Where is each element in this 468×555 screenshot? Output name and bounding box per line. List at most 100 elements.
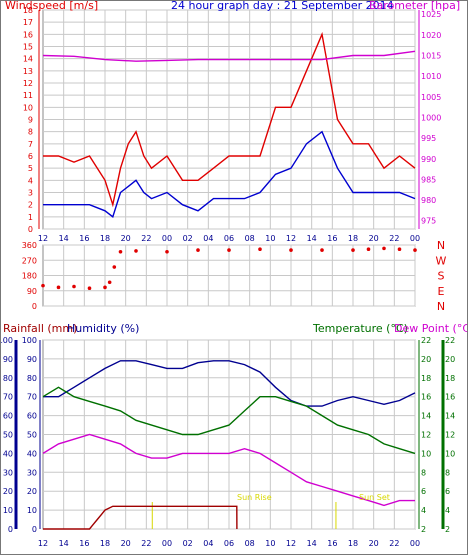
temperature-y-tick: 22 [421,336,431,345]
barometer-y-tick: 985 [421,175,436,184]
dewpoint-y-tick: 22 [445,336,455,345]
direction-y-tick: 360 [22,241,37,250]
rainfall-y-tick: 80 [3,374,13,383]
temperature-line [42,386,416,455]
rain-x-tick: 16 [79,539,89,548]
compass-letter: W [436,254,447,267]
sun-rise-label: Sun Rise [237,493,272,502]
humidity-y-tick: 0 [32,525,37,534]
humidity-y-tick: 60 [27,412,37,421]
humidity-y-tick: 90 [27,355,37,364]
wind-x-tick: 18 [348,234,358,243]
dewpoint-y-tick: 16 [445,393,455,402]
rain-x-tick: 00 [162,539,172,548]
barometer-y-tick: 1005 [421,93,441,102]
humidity-y-tick: 40 [27,449,37,458]
wind-y-tick: 6 [28,152,33,161]
barometer-y-tick: 1015 [421,51,441,60]
rainfall-y-tick: 60 [3,412,13,421]
direction-point [413,248,417,252]
temperature-y-tick: 18 [421,374,431,383]
barometer-y-tick: 1025 [421,10,441,19]
sun-set-label: Sun Set [359,493,390,502]
windspeed-axis-label: Windspeed [m/s] [5,1,98,12]
rain-x-tick: 18 [100,539,110,548]
wind-y-tick: 12 [23,79,33,88]
wind-x-tick: 08 [245,234,255,243]
rainfall-y-tick: 10 [3,506,13,515]
direction-point [107,280,112,285]
wind-y-tick: 16 [23,30,33,39]
direction-point [134,249,138,253]
direction-point [258,247,262,252]
humidity-y-tick: 10 [27,506,37,515]
rainfall-y-tick: 70 [3,393,13,402]
wind-y-tick: 2 [28,201,33,210]
rain-x-tick: 02 [183,539,193,548]
rain-x-tick: 22 [389,539,399,548]
direction-point [227,248,231,252]
wind-gust-line [43,31,416,208]
direction-point [103,285,107,290]
dewpoint-y-tick: 6 [445,487,450,496]
wind-x-tick: 06 [224,234,234,243]
direction-point [165,249,169,254]
temperature-y-tick: 16 [421,393,431,402]
wind-y-tick: 15 [23,43,33,52]
wind-y-tick: 9 [28,116,33,125]
compass-letter: N [437,300,445,313]
rain-x-tick: 06 [224,539,234,548]
rain-x-tick: 18 [348,539,358,548]
humidity-y-tick: 30 [27,468,37,477]
temperature-axis-label: Temperature (°C) [312,322,408,335]
wind-y-tick: 18 [23,6,33,15]
wind-x-tick: 22 [141,234,151,243]
direction-point [366,247,371,252]
direction-y-tick: 90 [27,287,37,296]
wind-y-tick: 1 [28,213,33,222]
wind-y-tick: 0 [28,225,33,234]
rain-x-tick: 10 [265,539,275,548]
temperature-y-tick: 14 [421,412,431,421]
rainfall-y-tick: 50 [3,431,13,440]
humidity-y-tick: 70 [27,393,37,402]
direction-point [118,249,123,254]
rainfall-y-tick: 100 [1,336,13,345]
temperature-y-tick: 4 [421,506,426,515]
direction-point [41,283,45,288]
barometer-axis-label: Barometer [hpa] [369,1,460,12]
direction-y-tick: 270 [22,256,37,265]
direction-point [196,248,200,252]
wind-x-tick: 18 [100,234,110,243]
wind-y-tick: 14 [23,55,33,64]
rain-x-tick: 22 [141,539,151,548]
direction-point [382,246,386,251]
rainfall-line [43,505,238,530]
direction-point [56,285,61,290]
barometer-line [42,50,416,62]
wind-y-tick: 4 [28,176,33,185]
wind-x-tick: 20 [369,234,379,243]
direction-point [289,248,293,252]
rain-x-tick: 20 [121,539,131,548]
humidity-y-tick: 50 [27,431,37,440]
wind-x-tick: 22 [389,234,399,243]
humidity-axis-label: Humidity (%) [67,322,139,335]
dewpoint-axis-label: Dew Point (°C) [394,322,467,335]
rain-x-tick: 12 [286,539,296,548]
wind-average-line [43,130,416,218]
wind-y-tick: 7 [28,140,33,149]
wind-x-tick: 14 [307,234,317,243]
barometer-y-tick: 975 [421,217,436,226]
rainfall-axis-label: Rainfall (mm) [3,322,77,335]
direction-point [112,265,117,269]
wind-x-tick: 00 [162,234,172,243]
rainfall-y-tick: 30 [3,468,13,477]
rainfall-y-tick: 20 [3,487,13,496]
dewpoint-y-tick: 20 [445,355,455,364]
humidity-y-tick: 80 [27,374,37,383]
rain-x-tick: 16 [327,539,337,548]
barometer-y-tick: 1010 [421,72,441,81]
